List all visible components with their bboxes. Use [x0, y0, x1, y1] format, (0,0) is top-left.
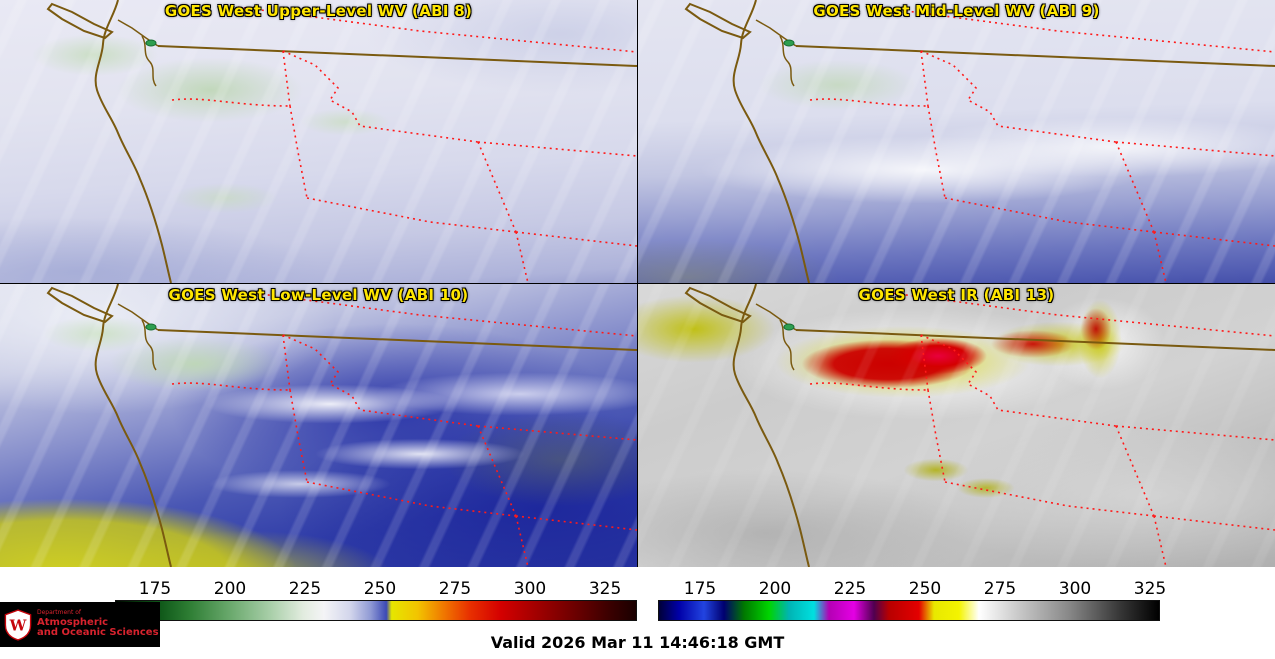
wv-colorbar-ticks: 175 200 225 250 275 300 325: [115, 579, 637, 599]
panel-title-mid-wv: GOES West Mid-Level WV (ABI 9): [813, 2, 1100, 20]
logo-line2: and Oceanic Sciences: [37, 627, 159, 639]
panel-ir: GOES West IR (ABI 13): [638, 284, 1275, 567]
tick-label: 250: [908, 579, 942, 599]
tick-label: 225: [288, 579, 322, 599]
panel-grid: GOES West Upper-Level WV (ABI 8) GOES We…: [0, 0, 1275, 567]
tick-label: 325: [1133, 579, 1167, 599]
panel-mid-level-wv: GOES West Mid-Level WV (ABI 9): [638, 0, 1275, 283]
tick-label: 200: [758, 579, 792, 599]
uw-crest-icon: W: [4, 608, 32, 641]
map-overlay: [47, 284, 637, 567]
tick-label: 250: [363, 579, 397, 599]
map-overlay: [685, 0, 1275, 283]
map-overlay: [685, 284, 1275, 567]
map-overlay: [47, 0, 637, 283]
uw-aos-logo: W Department of Atmospheric and Oceanic …: [0, 602, 160, 647]
tick-label: 175: [683, 579, 717, 599]
logo-text: Department of Atmospheric and Oceanic Sc…: [37, 610, 159, 638]
wv-colorbar: [115, 600, 637, 621]
ir-colorbar-ticks: 175 200 225 250 275 300 325: [658, 579, 1166, 599]
tick-label: 225: [833, 579, 867, 599]
crest-letter: W: [9, 616, 27, 634]
panel-upper-level-wv: GOES West Upper-Level WV (ABI 8): [0, 0, 637, 283]
logo-line1: Atmospheric: [37, 616, 109, 628]
panel-title-ir: GOES West IR (ABI 13): [858, 286, 1055, 304]
ir-colorbar: [658, 600, 1160, 621]
panel-low-level-wv: GOES West Low-Level WV (ABI 10): [0, 284, 637, 567]
tick-label: 275: [983, 579, 1017, 599]
tick-label: 300: [513, 579, 547, 599]
valid-time: Valid 2026 Mar 11 14:46:18 GMT: [490, 633, 785, 652]
footer: 175 200 225 250 275 300 325 175 200 225 …: [0, 567, 1275, 659]
tick-label: 300: [1058, 579, 1092, 599]
tick-label: 275: [438, 579, 472, 599]
panel-title-low-wv: GOES West Low-Level WV (ABI 10): [168, 286, 469, 304]
tick-label: 325: [588, 579, 622, 599]
panel-title-upper-wv: GOES West Upper-Level WV (ABI 8): [164, 2, 473, 20]
tick-label: 175: [138, 579, 172, 599]
logo-department: Department of: [37, 609, 81, 617]
tick-label: 200: [213, 579, 247, 599]
